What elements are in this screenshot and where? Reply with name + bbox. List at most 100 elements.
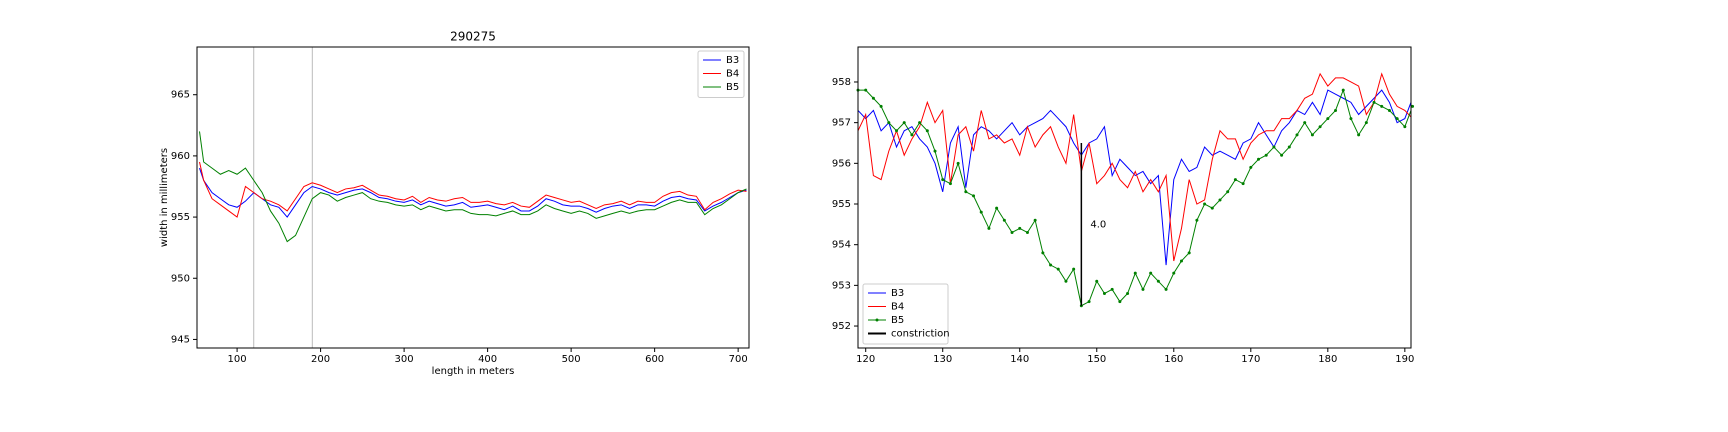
y-tick-label: 958	[832, 77, 851, 88]
series-marker	[948, 182, 952, 186]
series-marker	[933, 149, 937, 153]
series-marker	[1241, 182, 1245, 186]
series-marker	[1179, 259, 1183, 263]
series-marker	[1287, 145, 1291, 149]
series-marker	[918, 121, 922, 125]
series-marker	[871, 96, 875, 100]
series-marker	[1272, 145, 1276, 149]
series-marker	[1280, 153, 1284, 157]
series-marker	[1403, 125, 1407, 129]
y-tick-label: 952	[832, 321, 851, 332]
series-marker	[1141, 287, 1145, 291]
series-marker	[1318, 125, 1322, 129]
series-marker	[1341, 88, 1345, 92]
series-marker	[925, 129, 929, 133]
legend-label: constriction	[891, 329, 950, 340]
series-marker	[1218, 198, 1222, 202]
plot-frame	[196, 46, 750, 349]
legend-label: B5	[891, 315, 904, 326]
x-tick-label: 180	[1318, 354, 1337, 365]
series-marker	[964, 190, 968, 194]
series-marker	[972, 194, 976, 198]
chart-title: 290275	[450, 30, 496, 44]
x-tick-label: 200	[311, 354, 330, 365]
series-marker	[1257, 157, 1261, 161]
series-marker	[1118, 300, 1122, 304]
series-marker	[1195, 218, 1199, 222]
series-marker	[1411, 104, 1415, 108]
y-tick-label: 960	[171, 151, 190, 162]
x-tick-label: 500	[562, 354, 581, 365]
y-tick-label: 955	[832, 199, 851, 210]
legend-label: B5	[726, 82, 739, 93]
series-marker	[1164, 287, 1168, 291]
y-tick-label: 965	[171, 90, 190, 101]
series-marker	[1025, 230, 1029, 234]
series-line	[858, 89, 1411, 266]
legend-label: B4	[726, 69, 739, 80]
series-marker	[1310, 133, 1314, 137]
x-tick-label: 100	[228, 354, 247, 365]
series-marker	[1010, 230, 1014, 234]
x-tick-label: 170	[1241, 354, 1260, 365]
series-marker	[1395, 117, 1399, 121]
series-marker	[941, 178, 945, 182]
series-marker	[1380, 104, 1384, 108]
series-marker	[1056, 267, 1060, 271]
x-tick-label: 700	[729, 354, 748, 365]
series-marker	[1364, 121, 1368, 125]
series-marker	[1041, 251, 1045, 255]
series-marker	[1357, 133, 1361, 137]
series-line	[199, 167, 747, 218]
x-tick-label: 130	[933, 354, 952, 365]
series-marker	[1264, 153, 1268, 157]
x-tick-label: 600	[645, 354, 664, 365]
y-axis-label: width in millimeters	[159, 148, 170, 247]
series-marker	[1033, 218, 1037, 222]
series-marker	[895, 129, 899, 133]
series-marker	[1387, 108, 1391, 112]
legend-label: B4	[891, 302, 904, 313]
y-tick-label: 950	[171, 273, 190, 284]
series-marker	[1049, 263, 1053, 267]
y-tick-label: 956	[832, 158, 851, 169]
legend-label: B3	[891, 288, 904, 299]
y-tick-label: 954	[832, 240, 851, 251]
legend-box	[862, 283, 949, 345]
series-marker	[1303, 121, 1307, 125]
series-marker	[1018, 226, 1022, 230]
series-marker	[1203, 202, 1207, 206]
legend-marker	[875, 318, 879, 322]
legend-box	[697, 50, 745, 98]
series-marker	[1064, 279, 1068, 283]
series-line	[199, 131, 747, 243]
series-marker	[1126, 291, 1130, 295]
series-marker	[910, 133, 914, 137]
series-marker	[1295, 133, 1299, 137]
series-marker	[1102, 291, 1106, 295]
series-marker	[1087, 300, 1091, 304]
y-tick-label: 957	[832, 118, 851, 129]
x-tick-label: 400	[478, 354, 497, 365]
series-marker	[1334, 108, 1338, 112]
series-line	[199, 161, 747, 218]
plot-frame	[857, 46, 1412, 349]
x-tick-label: 190	[1395, 354, 1414, 365]
y-tick-label: 955	[171, 212, 190, 223]
series-marker	[1349, 117, 1353, 121]
series-marker	[979, 210, 983, 214]
x-tick-label: 160	[1164, 354, 1183, 365]
series-marker	[1326, 117, 1330, 121]
x-tick-label: 120	[856, 354, 875, 365]
series-marker	[1110, 287, 1114, 291]
y-tick-label: 953	[832, 280, 851, 291]
x-tick-label: 150	[1087, 354, 1106, 365]
x-tick-label: 140	[1010, 354, 1029, 365]
series-marker	[1210, 206, 1214, 210]
series-marker	[1226, 190, 1230, 194]
series-marker	[1233, 178, 1237, 182]
series-marker	[1072, 267, 1076, 271]
series-marker	[1249, 165, 1253, 169]
